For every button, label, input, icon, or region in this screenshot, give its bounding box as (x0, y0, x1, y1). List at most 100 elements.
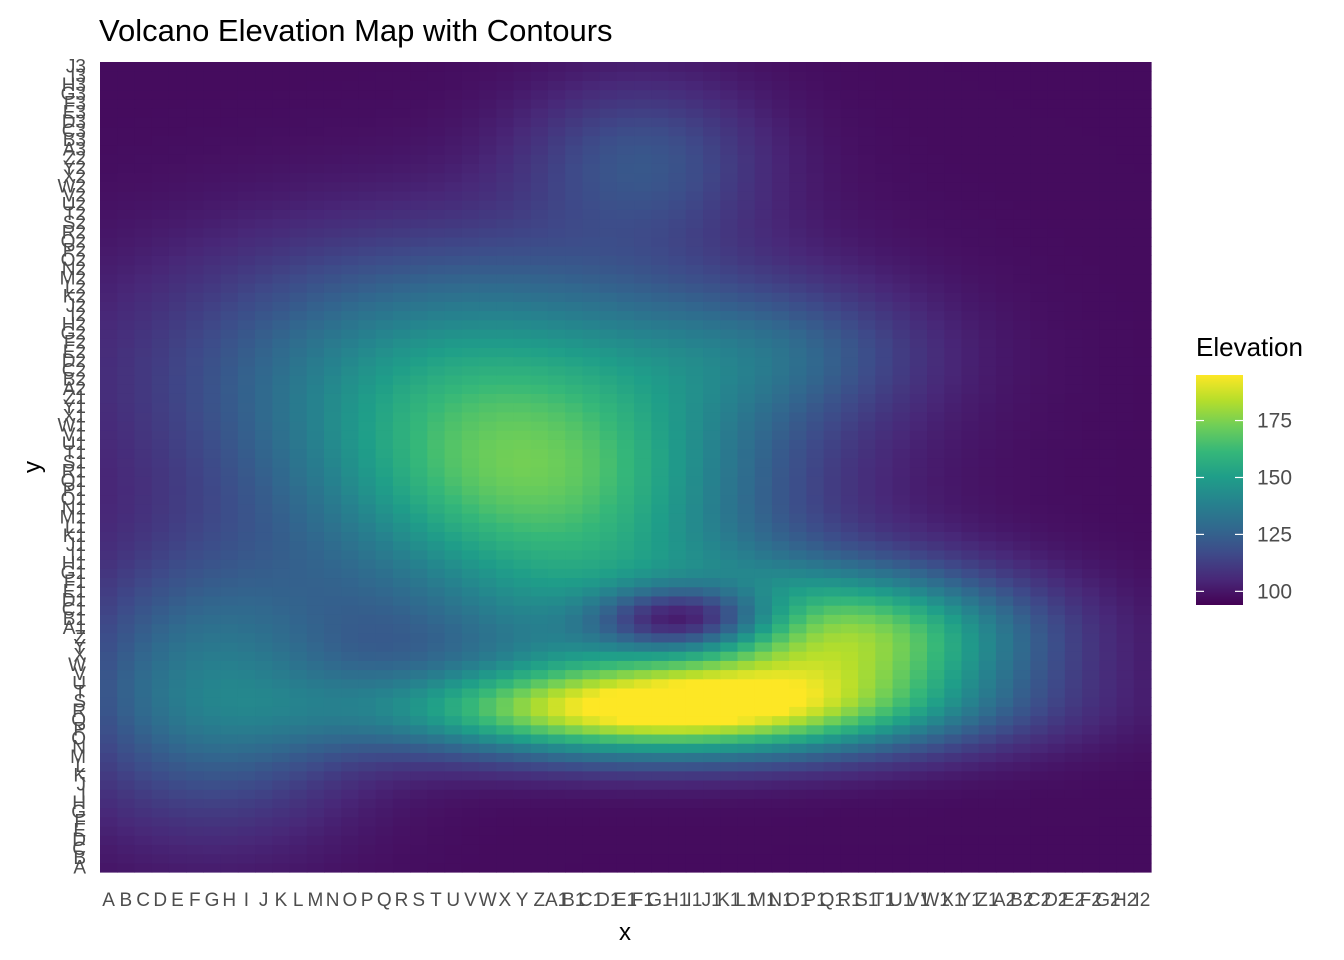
heatmap-cell (961, 356, 980, 367)
heatmap-cell (255, 255, 273, 266)
heatmap-cell (754, 467, 773, 477)
heatmap-cell (237, 420, 256, 431)
heatmap-cell (927, 448, 945, 459)
heatmap-cell (392, 651, 411, 661)
heatmap-cell (427, 651, 446, 661)
heatmap-cell (1030, 209, 1049, 220)
heatmap-cell (840, 485, 859, 496)
heatmap-cell (720, 135, 739, 146)
heatmap-cell (289, 715, 308, 726)
heatmap-cell (944, 255, 963, 266)
heatmap-cell (1013, 200, 1031, 210)
heatmap-cell (341, 347, 360, 358)
heatmap-cell (634, 513, 652, 523)
heatmap-cell (823, 301, 842, 312)
heatmap-cell (771, 816, 790, 827)
heatmap-cell (1064, 448, 1083, 459)
heatmap-cell (479, 761, 497, 772)
heatmap-cell (582, 660, 601, 671)
heatmap-cell (186, 807, 204, 818)
heatmap-cell (306, 669, 325, 680)
heatmap-cell (358, 319, 377, 330)
heatmap-cell (806, 393, 825, 404)
heatmap-cell (134, 255, 153, 266)
heatmap-cell (995, 310, 1014, 321)
heatmap-cell (272, 724, 291, 735)
heatmap-cell (151, 255, 170, 266)
heatmap-cell (995, 651, 1014, 661)
heatmap-cell (444, 485, 463, 496)
heatmap-cell (1082, 255, 1100, 266)
heatmap-cell (961, 282, 980, 293)
heatmap-cell (1064, 457, 1083, 468)
heatmap-cell (978, 273, 997, 284)
heatmap-cell (909, 190, 928, 201)
heatmap-cell (341, 669, 360, 680)
heatmap-cell (668, 770, 687, 781)
heatmap-cell (720, 319, 739, 330)
heatmap-cell (547, 144, 566, 155)
heatmap-cell (272, 338, 291, 348)
heatmap-cell (220, 467, 239, 477)
heatmap-cell (134, 531, 153, 542)
heatmap-cell (323, 503, 342, 514)
heatmap-cell (306, 476, 325, 486)
heatmap-cell (771, 301, 790, 312)
heatmap-cell (323, 448, 342, 459)
heatmap-cell (392, 549, 411, 560)
heatmap-cell (461, 779, 480, 790)
heatmap-cell (771, 641, 790, 652)
heatmap-cell (289, 605, 308, 615)
heatmap-cell (858, 430, 876, 440)
heatmap-cell (616, 117, 635, 128)
heatmap-cell (530, 586, 549, 597)
heatmap-cell (582, 457, 601, 468)
heatmap-cell (134, 779, 153, 790)
heatmap-cell (806, 301, 825, 312)
heatmap-cell (944, 430, 963, 440)
heatmap-cell (427, 669, 446, 680)
heatmap-cell (151, 743, 170, 753)
heatmap-cell (513, 135, 532, 146)
heatmap-cell (134, 632, 153, 643)
heatmap-cell (186, 347, 204, 358)
heatmap-cell (1133, 255, 1152, 266)
heatmap-cell (858, 577, 876, 588)
heatmap-cell (237, 697, 256, 707)
heatmap-cell (823, 227, 842, 238)
heatmap-cell (823, 577, 842, 588)
heatmap-cell (100, 605, 118, 615)
heatmap-cell (1047, 301, 1066, 312)
heatmap-cell (547, 310, 566, 321)
heatmap-cell (875, 595, 894, 606)
heatmap-cell (858, 844, 876, 855)
heatmap-cell (582, 292, 601, 302)
heatmap-cell (1116, 862, 1135, 873)
heatmap-cell (858, 356, 876, 367)
heatmap-cell (375, 393, 394, 404)
heatmap-cell (186, 669, 204, 680)
heatmap-cell (513, 678, 532, 689)
heatmap-cell (461, 467, 480, 477)
heatmap-cell (168, 595, 187, 606)
heatmap-cell (875, 439, 894, 450)
heatmap-cell (720, 126, 739, 137)
heatmap-cell (1133, 384, 1152, 394)
heatmap-cell (789, 761, 808, 772)
heatmap-cell (496, 439, 515, 450)
heatmap-cell (685, 402, 704, 413)
heatmap-cell (220, 862, 239, 873)
heatmap-cell (892, 328, 911, 339)
heatmap-cell (392, 485, 411, 496)
heatmap-cell (375, 384, 394, 394)
heatmap-cell (513, 236, 532, 247)
heatmap-cell (840, 706, 859, 717)
heatmap-cell (1030, 439, 1049, 450)
heatmap-cell (944, 181, 963, 192)
heatmap-cell (1064, 513, 1083, 523)
heatmap-cell (237, 522, 256, 533)
heatmap-cell (858, 623, 876, 634)
heatmap-cell (1047, 724, 1066, 735)
heatmap-cell (616, 862, 635, 873)
heatmap-cell (1013, 770, 1031, 781)
